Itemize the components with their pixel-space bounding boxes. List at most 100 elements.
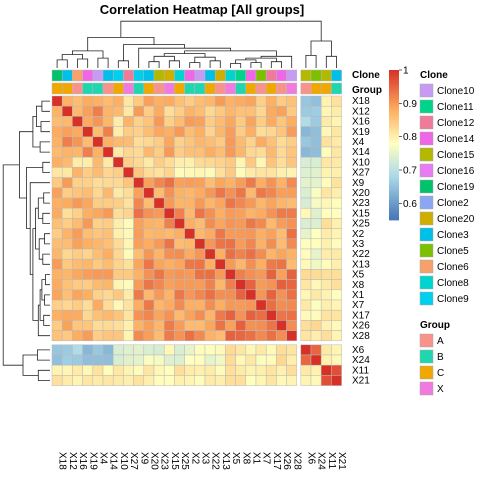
- color-scale-swatch: [389, 197, 399, 201]
- heatmap-cell-X28-X5: [225, 330, 236, 342]
- heatmap-cell-X15-X25: [174, 207, 185, 219]
- heatmap-cell-X12-X21: [331, 105, 342, 117]
- heatmap-cell-X10-X16: [72, 156, 83, 168]
- heatmap-cell-X7-X12: [61, 299, 73, 311]
- heatmap-cell-X21-X1: [245, 375, 257, 386]
- heatmap-cell-X25-X8: [235, 218, 247, 229]
- heatmap-cell-X28-X1: [245, 330, 257, 342]
- group-annotation-label: Group: [352, 85, 382, 96]
- clone-annotation-X11: [320, 69, 332, 82]
- heatmap-cell-X7-X17: [265, 299, 277, 311]
- heatmap-cell-X6-X9: [133, 344, 145, 356]
- heatmap-cell-X6-X21: [331, 344, 342, 356]
- heatmap-cell-X21-X26: [276, 375, 287, 386]
- row-dendrogram-branch: [43, 192, 50, 204]
- row-label-X15: X15: [352, 208, 370, 219]
- heatmap-cell-X2-X1: [245, 228, 257, 240]
- heatmap-cell-X16-X20: [143, 116, 155, 127]
- group-annotation-X22: [204, 82, 216, 95]
- heatmap-cell-X10-X12: [61, 156, 73, 168]
- color-scale-swatch: [389, 180, 399, 183]
- row-dendrogram-branch: [45, 274, 50, 286]
- heatmap-cell-X23-X13: [214, 197, 226, 209]
- heatmap-cell-X6-X7: [255, 344, 267, 356]
- heatmap-cell-X24-X21: [331, 354, 342, 366]
- heatmap-cell-X19-X4: [92, 126, 104, 138]
- heatmap-cell-X19-X13: [214, 126, 226, 138]
- clone-annotation-X25: [174, 69, 185, 82]
- group-annotation-X20: [143, 82, 155, 95]
- group-annotation-X1: [245, 82, 257, 95]
- heatmap-cell-X12-X3: [194, 105, 206, 117]
- heatmap-cell-X25-X4: [92, 218, 104, 229]
- clone-annotation-row: [51, 69, 342, 82]
- heatmap-cell-X15-X19: [82, 207, 94, 219]
- heatmap-cell-X27-X28: [286, 167, 298, 178]
- heatmap-cell-X23-X5: [225, 197, 236, 209]
- group-annotation-X15: [163, 82, 175, 95]
- heatmap-cell-X21-X4: [92, 375, 104, 386]
- heatmap-cell-X20-X16: [72, 187, 83, 199]
- heatmap-cell-X21-X14: [102, 375, 114, 386]
- heatmap-cell-X13-X6: [300, 258, 312, 270]
- heatmap-cell-X24-X28: [286, 354, 298, 366]
- heatmap-cell-X13-X7: [255, 258, 267, 270]
- heatmap-cell-X15-X20: [143, 207, 155, 219]
- heatmap-cell-X27-X10: [112, 167, 124, 178]
- heatmap-cell-X10-X13: [214, 156, 226, 168]
- heatmap-cell-X3-X16: [72, 238, 83, 250]
- heatmap-cell-X19-X12: [61, 126, 73, 138]
- heatmap-cell-X21-X16: [72, 375, 83, 386]
- heatmap-cell-X21-X10: [112, 375, 124, 386]
- color-scale-swatch: [389, 145, 399, 148]
- heatmap-cell-X11-X17: [265, 364, 277, 376]
- heatmap-cell-X11-X22: [204, 364, 216, 376]
- heatmap-cell-X24-X25: [174, 354, 185, 366]
- row-dendrogram-branch: [22, 354, 39, 376]
- heatmap-cell-X1-X21: [331, 289, 342, 301]
- heatmap-cell-X25-X5: [225, 218, 236, 229]
- heatmap-cell-X16-X7: [255, 116, 267, 127]
- clone-legend-label-Clone19: Clone19: [437, 182, 475, 193]
- heatmap-cell-X2-X21: [331, 228, 342, 240]
- heatmap-cell-X4-X8: [235, 136, 247, 148]
- row-dendrogram-branch: [2, 164, 23, 366]
- group-annotation-X26: [276, 82, 287, 95]
- heatmap-cell-X11-X13: [214, 364, 226, 376]
- heatmap-cell-X13-X1: [245, 258, 257, 270]
- color-scale-swatch: [389, 182, 399, 186]
- heatmap-cell-X6-X19: [82, 344, 94, 356]
- heatmap-cell-X14-X15: [163, 146, 175, 158]
- clone-legend-label-Clone5: Clone5: [437, 246, 469, 257]
- heatmap-cell-X13-X22: [204, 258, 216, 270]
- heatmap-cell-X17-X6: [300, 309, 312, 321]
- heatmap-cell-X17-X19: [82, 309, 94, 321]
- row-labels: X18X12X16X19X4X14X10X27X9X20X23X15X25X2X…: [352, 96, 370, 386]
- color-scale-swatch: [389, 155, 399, 158]
- heatmap-cell-X27-X12: [61, 167, 73, 178]
- heatmap-cell-X22-X20: [143, 248, 155, 260]
- column-label-X16: X16: [77, 452, 88, 470]
- heatmap-cell-X15-X6: [300, 207, 312, 219]
- heatmap-cell-X18-X11: [320, 95, 332, 107]
- heatmap-cell-X6-X6: [300, 344, 312, 356]
- heatmap-cell-X19-X18: [51, 126, 63, 138]
- heatmap-cell-X26-X3: [194, 320, 206, 331]
- clone-annotation-X5: [225, 69, 236, 82]
- heatmap-cell-X17-X17: [265, 309, 277, 321]
- heatmap-cell-X27-X9: [133, 167, 145, 178]
- heatmap-cell-X21-X19: [82, 375, 94, 386]
- heatmap-cell-X6-X27: [123, 344, 134, 356]
- heatmap-cell-X21-X24: [310, 375, 322, 386]
- heatmap-cell-X26-X11: [320, 320, 332, 331]
- heatmap-cell-X10-X4: [92, 156, 104, 168]
- heatmap-cell-X13-X20: [143, 258, 155, 270]
- heatmap-cell-X15-X17: [265, 207, 277, 219]
- heatmap-cell-X2-X28: [286, 228, 298, 240]
- heatmap-cell-X19-X17: [265, 126, 277, 138]
- color-scale-tick-label: 0.7: [403, 166, 417, 177]
- heatmap-cell-X17-X9: [133, 309, 145, 321]
- heatmap-cell-X22-X8: [235, 248, 247, 260]
- heatmap-cell-X17-X8: [235, 309, 247, 321]
